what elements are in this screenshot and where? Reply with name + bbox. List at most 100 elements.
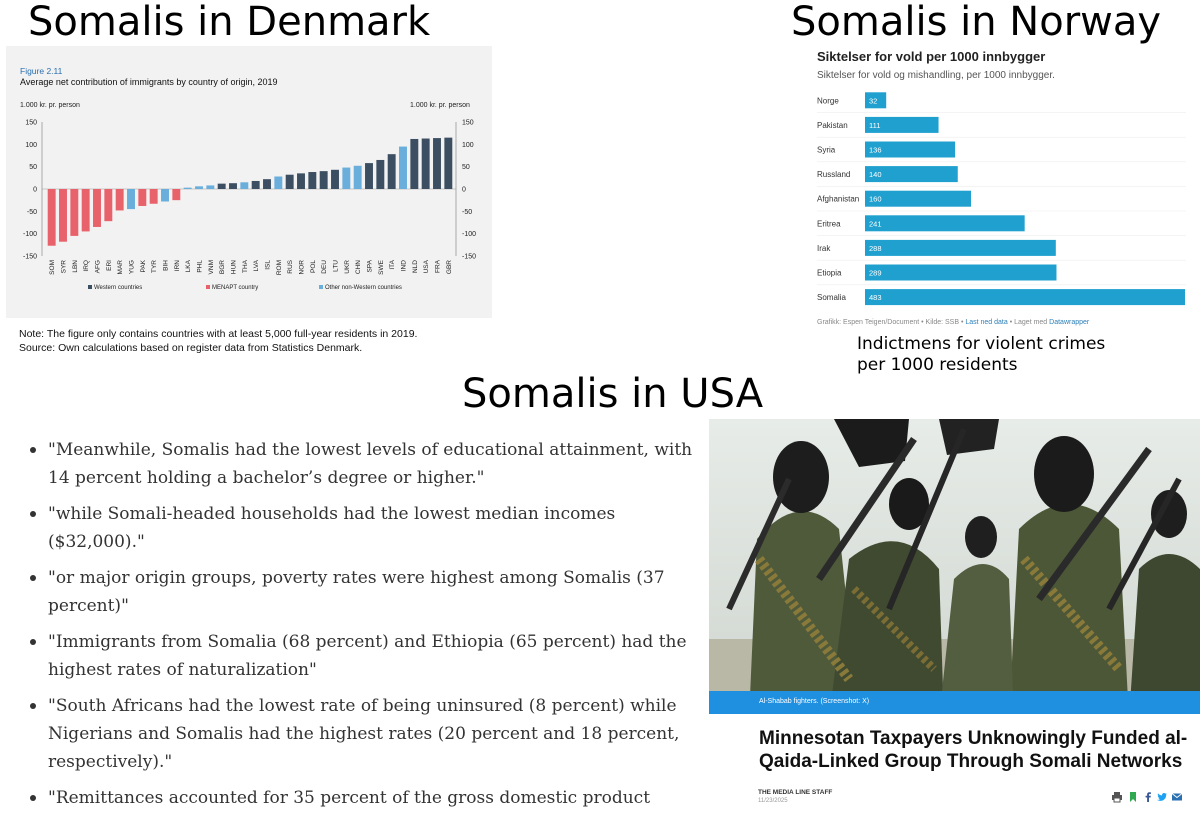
norway-value-label: 160: [869, 195, 882, 204]
usa-bullet-item: "Meanwhile, Somalis had the lowest level…: [30, 436, 706, 492]
denmark-x-tick-label: VNM: [208, 260, 215, 274]
photo-caption: Al-Shabab fighters. (Screenshot: X): [759, 698, 870, 705]
norway-value-label: 288: [869, 244, 882, 253]
denmark-x-tick-label: SOM: [49, 260, 56, 275]
denmark-bar: [217, 183, 226, 189]
denmark-y-tick-label: 0: [462, 187, 466, 194]
article-photo: [709, 419, 1200, 714]
facebook-icon[interactable]: [1142, 791, 1154, 803]
title-usa: Somalis in USA: [462, 371, 764, 417]
denmark-x-tick-label: NLD: [412, 260, 419, 273]
norway-bar: [865, 92, 887, 109]
norway-category-label: Pakistan: [817, 121, 848, 130]
norway-category-label: Norge: [817, 96, 839, 105]
denmark-x-tick-label: LTU: [333, 260, 340, 272]
denmark-x-tick-label: DEU: [321, 260, 328, 274]
denmark-bar: [240, 182, 249, 189]
norway-category-label: Somalia: [817, 293, 846, 302]
denmark-chart-panel: Figure 2.11 Average net contribution of …: [6, 46, 492, 318]
denmark-bar: [138, 189, 147, 206]
denmark-bar: [331, 169, 339, 189]
denmark-x-tick-label: ERI: [106, 260, 113, 271]
denmark-y-tick-label: 100: [462, 142, 474, 149]
norway-credit: Grafikk: Espen Teigen/Document • Kilde: …: [817, 319, 1089, 326]
norway-value-label: 289: [869, 269, 882, 278]
denmark-bar: [161, 189, 169, 202]
denmark-x-tick-label: TYR: [151, 260, 158, 273]
norway-bar: [865, 264, 1057, 281]
denmark-bar: [365, 163, 373, 189]
denmark-bar: [229, 183, 237, 189]
denmark-x-tick-label: SPA: [367, 259, 374, 272]
norway-caption-line1: Indictmens for violent crimes: [857, 334, 1106, 354]
denmark-x-tick-label: ROM: [276, 260, 283, 275]
denmark-x-tick-label: ITA: [389, 259, 396, 269]
denmark-bar: [115, 189, 124, 211]
norway-bar: [865, 239, 1056, 256]
norway-value-label: 483: [869, 293, 882, 302]
denmark-bar: [127, 189, 135, 210]
norway-credit-mid: • Laget med: [1007, 319, 1050, 326]
norway-category-label: Russland: [817, 170, 850, 179]
denmark-y-tick-label: -50: [462, 209, 472, 216]
norway-bar: [865, 215, 1025, 232]
denmark-x-tick-label: USA: [423, 259, 430, 273]
denmark-bar: [410, 138, 419, 189]
title-denmark: Somalis in Denmark: [28, 0, 431, 45]
denmark-x-tick-label: LKA: [185, 259, 192, 272]
norway-bar: [865, 190, 972, 207]
denmark-bar: [93, 189, 101, 227]
article-date: 11/23/2025: [758, 798, 788, 804]
denmark-bar: [308, 172, 317, 189]
email-icon[interactable]: [1171, 791, 1183, 803]
norway-value-label: 111: [869, 121, 880, 130]
denmark-note: Note: The figure only contains countries…: [19, 328, 418, 340]
twitter-icon[interactable]: [1156, 791, 1168, 803]
denmark-x-tick-label: HUN: [231, 260, 238, 274]
article-headline[interactable]: Minnesotan Taxpayers Unknowingly Funded …: [759, 728, 1188, 772]
denmark-bar: [285, 174, 294, 189]
denmark-y-tick-label: -100: [462, 231, 476, 238]
norway-value-label: 32: [869, 96, 877, 105]
usa-bullet-item: "Immigrants from Somalia (68 percent) an…: [30, 628, 706, 684]
denmark-bar: [342, 167, 351, 189]
denmark-x-tick-label: BIH: [163, 260, 170, 271]
denmark-bar: [251, 180, 260, 189]
denmark-y-tick-label: 50: [462, 164, 470, 171]
norway-bar: [865, 141, 956, 158]
denmark-source: Source: Own calculations based on regist…: [19, 342, 363, 354]
denmark-bar: [376, 159, 385, 189]
denmark-figure-label: Figure 2.11: [20, 66, 63, 76]
denmark-bar: [399, 146, 407, 189]
denmark-x-tick-label: LVA: [253, 259, 260, 271]
norway-bar: [865, 289, 1185, 306]
norway-download-link[interactable]: Last ned data: [965, 319, 1008, 326]
denmark-legend-swatch: [88, 285, 92, 289]
title-norway: Somalis in Norway: [791, 0, 1162, 45]
denmark-legend-swatch: [319, 285, 323, 289]
norway-chart-subtitle: Siktelser for vold og mishandling, per 1…: [817, 70, 1055, 81]
denmark-x-tick-label: AFG: [95, 260, 102, 273]
denmark-x-tick-label: BGR: [219, 260, 226, 274]
denmark-bar: [387, 154, 396, 189]
denmark-x-tick-label: IND: [401, 260, 408, 272]
denmark-bar: [195, 186, 203, 189]
bookmark-icon[interactable]: [1127, 791, 1139, 803]
denmark-x-tick-label: GBR: [446, 260, 453, 274]
denmark-y-tick-label: 100: [25, 142, 37, 149]
denmark-x-tick-label: SWE: [378, 259, 385, 274]
usa-bullet-item: "while Somali-headed households had the …: [30, 500, 706, 556]
denmark-chart-title: Average net contribution of immigrants b…: [20, 77, 278, 87]
denmark-x-tick-label: RUS: [287, 259, 294, 273]
denmark-bar: [297, 173, 305, 189]
norway-datawrapper-link[interactable]: Datawrapper: [1049, 319, 1090, 326]
print-icon[interactable]: [1111, 791, 1123, 803]
denmark-y-tick-label: -50: [27, 209, 37, 216]
denmark-legend-label: MENAPT country: [212, 285, 258, 291]
denmark-y-tick-label: -150: [462, 254, 476, 261]
denmark-bar: [274, 176, 283, 189]
usa-bullet-item: "Remittances accounted for 35 percent of…: [30, 784, 706, 817]
denmark-bar: [263, 179, 271, 189]
denmark-bar: [433, 138, 441, 189]
denmark-y-tick-label: 50: [29, 164, 37, 171]
